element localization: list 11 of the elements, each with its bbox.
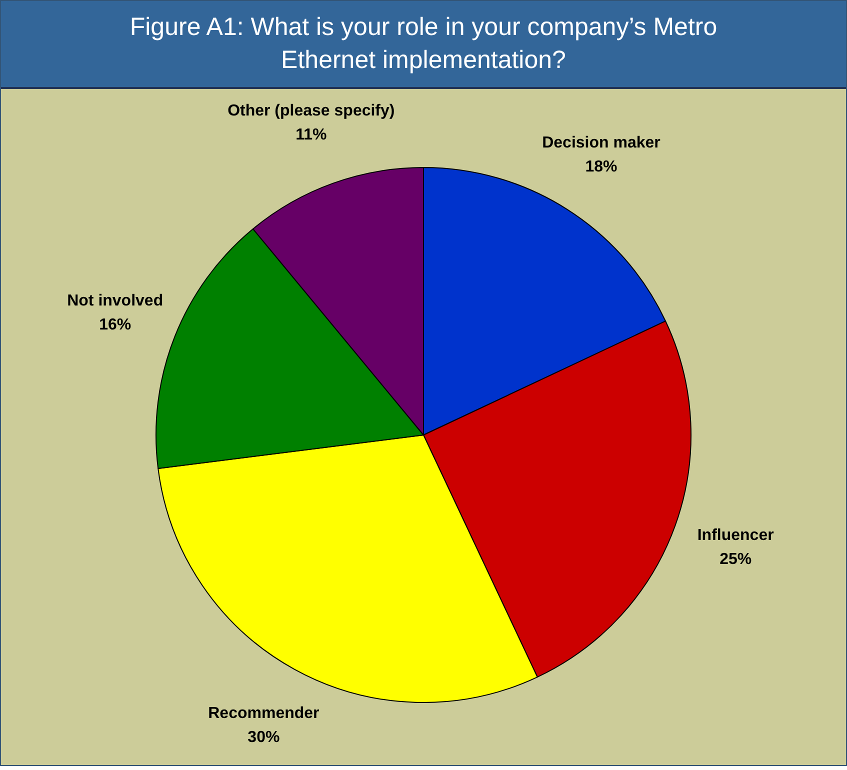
slice-label: Other (please specify) [228,102,395,120]
data-label: 30% [248,729,280,746]
slice-label: Not involved [67,292,164,310]
slice-label: Decision maker [542,134,660,152]
data-label: 18% [585,158,618,176]
data-label: 25% [720,550,752,568]
data-label: 11% [296,126,327,144]
chart-title: Figure A1: What is your role in your company’s Metro Ethernet implementation? [128,12,718,76]
slice-label: Recommender [208,705,320,722]
slice-label: Influencer [697,526,774,544]
data-label: 16% [99,316,132,334]
